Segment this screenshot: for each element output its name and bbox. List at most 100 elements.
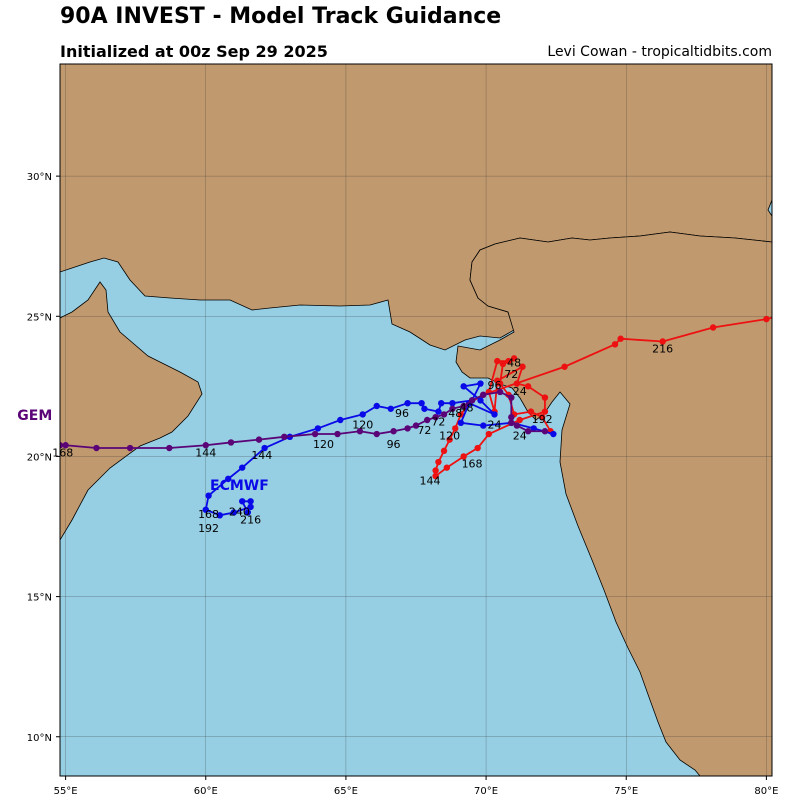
track-point xyxy=(541,408,549,415)
track-point xyxy=(474,444,481,452)
forecast-hour-label: 216 xyxy=(240,514,261,527)
track-point xyxy=(513,380,521,387)
track-point xyxy=(239,498,246,505)
track-point xyxy=(457,419,465,427)
tick-label-lat: 20°N xyxy=(27,452,52,463)
track-point xyxy=(239,464,246,471)
track-line xyxy=(204,382,554,517)
track-point xyxy=(460,383,467,390)
forecast-hour-label: 24 xyxy=(513,385,527,398)
forecast-hour-label: 168 xyxy=(198,508,219,521)
track-point xyxy=(247,498,254,505)
track-point xyxy=(390,428,397,435)
track-point xyxy=(457,411,465,418)
track-point xyxy=(255,436,263,443)
track-point xyxy=(519,363,526,370)
track-point xyxy=(334,430,341,438)
track-point xyxy=(494,377,501,384)
track-point xyxy=(524,428,532,435)
track-point xyxy=(550,430,557,438)
track-point xyxy=(435,458,442,466)
track-point xyxy=(373,430,380,438)
track-point xyxy=(230,509,237,516)
track-point xyxy=(373,402,380,410)
track-point xyxy=(311,430,319,438)
track-point xyxy=(477,380,484,387)
map-frame xyxy=(59,63,773,777)
track-point xyxy=(387,405,394,412)
forecast-hour-label: 72 xyxy=(431,416,445,429)
credit: Levi Cowan - tropicaltidbits.com xyxy=(547,44,772,60)
track-point xyxy=(505,357,512,365)
track-point xyxy=(432,467,439,474)
track-point xyxy=(93,444,100,452)
tick-label-lon: 55°E xyxy=(54,786,78,797)
track-point xyxy=(60,442,64,449)
track-point xyxy=(485,430,493,438)
forecast-hour-label: 96 xyxy=(395,407,409,420)
track-point xyxy=(611,341,619,348)
track-point xyxy=(418,399,425,407)
track-point xyxy=(404,425,411,432)
track-point xyxy=(205,492,212,499)
forecast-hour-label: 24 xyxy=(513,430,527,443)
track-point xyxy=(561,363,568,370)
track-point xyxy=(261,444,268,452)
track-point xyxy=(216,512,223,519)
track-line xyxy=(60,391,545,449)
track-point xyxy=(126,444,134,452)
forecast-hour-label: 48 xyxy=(459,402,473,415)
model-name-label: GEM xyxy=(17,408,52,424)
forecast-hour-label: 168 xyxy=(462,458,483,471)
track-point xyxy=(659,338,666,345)
tick-label-lat: 25°N xyxy=(27,312,52,323)
track-point xyxy=(446,436,453,443)
forecast-hour-label: 48 xyxy=(507,357,521,370)
model-tracks xyxy=(60,313,780,519)
tick-label-lat: 15°N xyxy=(27,593,52,604)
track-point xyxy=(281,433,288,441)
track-point xyxy=(477,397,484,404)
track-point xyxy=(516,416,523,424)
track-point xyxy=(314,425,322,432)
track-point xyxy=(538,413,546,421)
track-point xyxy=(617,335,624,342)
track-point xyxy=(356,428,364,435)
forecast-hour-label: 120 xyxy=(313,438,334,451)
track-point xyxy=(224,475,232,483)
track-point xyxy=(202,442,209,449)
track-point xyxy=(440,411,448,418)
track-point xyxy=(202,506,209,513)
forecast-hour-label: 48 xyxy=(448,407,462,420)
track-point xyxy=(435,408,442,415)
track-point xyxy=(460,402,467,410)
track-point xyxy=(432,413,439,421)
forecast-hour-label: 144 xyxy=(420,474,441,487)
track-point xyxy=(480,391,487,398)
track-point xyxy=(404,399,411,407)
forecast-hour-label: 216 xyxy=(652,343,673,356)
track-point xyxy=(510,355,518,362)
track-point xyxy=(432,472,439,480)
tick-label-lon: 70°E xyxy=(474,786,498,797)
track-point xyxy=(508,394,515,401)
track-point xyxy=(468,397,476,404)
forecast-hour-label: 96 xyxy=(387,438,401,451)
forecast-hour-label: 192 xyxy=(198,522,219,535)
track-point xyxy=(541,428,549,435)
forecast-hour-label: 120 xyxy=(439,430,460,443)
track-point xyxy=(709,324,717,331)
forecast-hour-label: 96 xyxy=(487,379,501,392)
track-point xyxy=(421,405,428,412)
track-point xyxy=(460,453,467,460)
track-point xyxy=(424,416,431,424)
forecast-hour-label: 24 xyxy=(487,418,501,431)
track-point xyxy=(491,411,498,418)
forecast-hour-label: 144 xyxy=(195,446,216,459)
track-point xyxy=(774,313,780,319)
track-point xyxy=(508,419,515,427)
track-point xyxy=(527,408,535,415)
forecast-hour-label: 120 xyxy=(352,418,373,431)
forecast-hour-label: 144 xyxy=(251,449,272,462)
